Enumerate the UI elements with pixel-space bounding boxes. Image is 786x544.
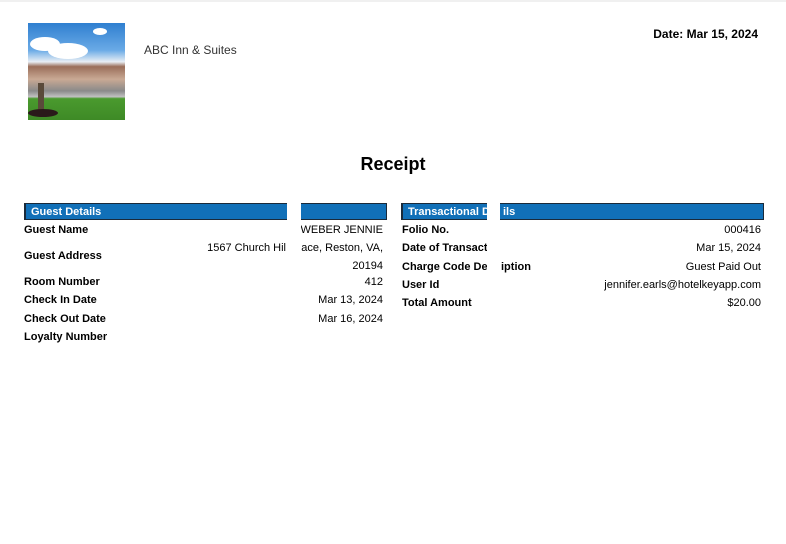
occlusion-strip: [487, 200, 500, 275]
check-in-value: Mar 13, 2024: [318, 294, 383, 306]
page-title: Receipt: [360, 154, 426, 174]
top-divider: [0, 0, 786, 2]
transaction-heading-part1: Transactional D: [408, 206, 490, 218]
user-id-label: User Id: [402, 279, 440, 291]
total-amount-label: Total Amount: [402, 297, 472, 309]
guest-details-header: Guest Details: [24, 203, 387, 220]
check-in-label: Check In Date: [24, 294, 97, 306]
occlusion-strip: [287, 200, 301, 260]
guest-name-label: Guest Name: [24, 224, 89, 236]
room-number-value: 412: [364, 276, 383, 288]
folio-value: 000416: [724, 224, 761, 236]
guest-address-value-line2: 20194: [352, 260, 383, 272]
guest-address-value-part2: lace, Reston, VA,: [298, 242, 383, 254]
receipt-date: Date: Mar 15, 2024: [653, 27, 758, 41]
charge-code-label-part2: iption: [501, 261, 531, 273]
charge-code-label-part1: Charge Code De: [402, 261, 488, 273]
hotel-photo: [28, 23, 125, 120]
transaction-details-header: Transactional D ils: [401, 203, 764, 220]
guest-address-value-part1: 1567 Church Hil: [207, 242, 286, 254]
total-amount-value: $20.00: [727, 297, 761, 309]
charge-code-value: Guest Paid Out: [685, 261, 761, 273]
guest-address-label: Guest Address: [24, 250, 102, 262]
loyalty-number-label: Loyalty Number: [24, 331, 108, 343]
transaction-date-value: Mar 15, 2024: [696, 242, 761, 254]
hotel-name: ABC Inn & Suites: [144, 43, 237, 57]
user-id-value: jennifer.earls@hotelkeyapp.com: [604, 279, 761, 291]
room-number-label: Room Number: [24, 276, 100, 288]
guest-name-value: WEBER JENNIE: [300, 224, 383, 236]
check-out-label: Check Out Date: [24, 313, 106, 325]
folio-label: Folio No.: [402, 224, 450, 236]
transaction-date-label: Date of Transact: [402, 242, 488, 254]
check-out-value: Mar 16, 2024: [318, 313, 383, 325]
transaction-heading-part2: ils: [503, 206, 516, 218]
guest-details-heading: Guest Details: [31, 206, 102, 218]
